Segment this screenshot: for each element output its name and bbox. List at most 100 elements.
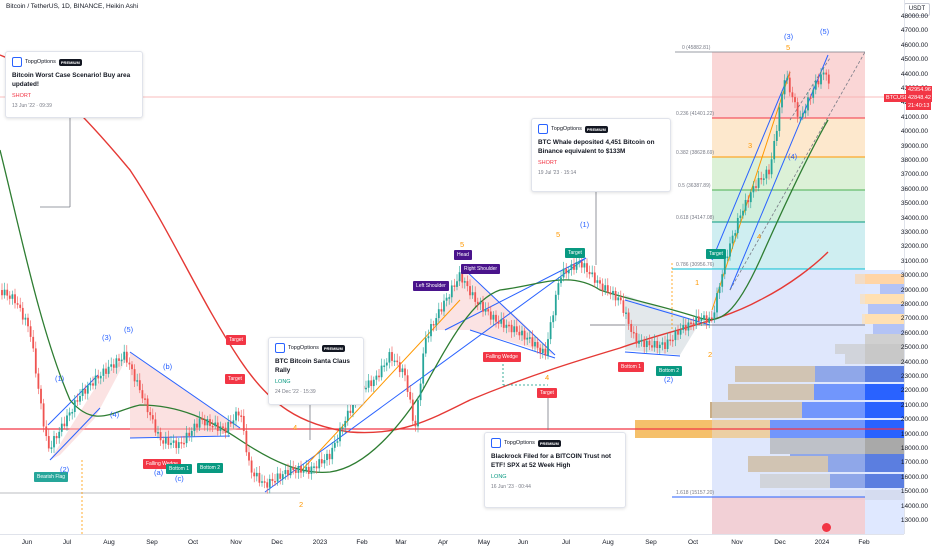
candle-body (372, 379, 375, 387)
tag-head[interactable]: Head (454, 250, 472, 260)
tag-target-1[interactable]: Target (226, 335, 246, 345)
candle-body (523, 330, 526, 340)
price-axis[interactable] (904, 0, 932, 534)
price-tick-label: 48000.00 (900, 13, 928, 20)
candle-body (333, 442, 336, 448)
candle-body (196, 423, 198, 428)
candle-body (526, 337, 529, 340)
premium-badge: PREMIUM (537, 439, 561, 447)
card-blackrock[interactable]: TopgOptions PREMIUM Blackrock Filed for a… (484, 432, 626, 508)
candle-body (289, 467, 292, 476)
fibonacci-retracement[interactable] (672, 51, 865, 534)
candle-body (695, 316, 698, 326)
candle-body (73, 400, 76, 413)
candle-body (315, 466, 318, 469)
candle-body (55, 436, 58, 439)
tag-target-4[interactable]: Target (537, 388, 557, 398)
candle-body (539, 347, 542, 353)
candle-body (593, 272, 596, 283)
candle-body (578, 261, 581, 264)
candle-body (466, 281, 469, 287)
candle-body (773, 140, 776, 160)
time-tick-label: Sep (146, 539, 158, 546)
second-price-badge: 42848.42 (906, 94, 932, 102)
wave-o4c: 4 (757, 232, 762, 241)
tag-falling-wedge-1[interactable]: Falling Wedge (143, 459, 181, 469)
tag-bottom-2a[interactable]: Bottom 2 (197, 463, 224, 473)
time-tick-label: Jun (21, 539, 33, 546)
candle-body (690, 322, 692, 324)
candle-body (154, 419, 157, 433)
candle-body (716, 293, 718, 313)
tag-target-2[interactable]: Target (225, 374, 245, 384)
card-date: 24 Dec '22 · 15:39 (275, 389, 316, 395)
fib-label-0: 0 (45882.81) (682, 45, 711, 51)
card-author: TopgOptions (288, 345, 319, 351)
card-santa-claus[interactable]: TopgOptions PREMIUM BTC Bitcoin Santa Cla… (268, 337, 364, 405)
time-tick-label: Oct (687, 539, 699, 546)
candle-body (424, 338, 427, 354)
tag-falling-wedge-2[interactable]: Falling Wedge (483, 352, 521, 362)
tag-left-shoulder[interactable]: Left Shoulder (413, 281, 449, 291)
card-direction: SHORT (538, 160, 558, 166)
candle-body (648, 340, 651, 346)
candle-body (284, 470, 287, 475)
bearish-flag-pattern[interactable] (47, 352, 130, 461)
tag-bottom-2b[interactable]: Bottom 2 (656, 366, 683, 376)
tag-target-5[interactable]: Target (706, 249, 726, 259)
price-tick-label: 44000.00 (900, 70, 928, 78)
candle-body (521, 330, 523, 336)
time-tick-label: Apr (437, 539, 449, 546)
falling-wedge-1[interactable] (129, 351, 241, 439)
candle-body (302, 470, 305, 473)
tag-bottom-1a[interactable]: Bottom 1 (166, 464, 193, 474)
price-tick-label: 16000.00 (900, 473, 928, 481)
candle-body (6, 289, 9, 296)
candle-body (58, 431, 61, 439)
candle-body (300, 466, 302, 473)
price-tick-label: 21000.00 (900, 401, 928, 409)
candle-body (188, 432, 191, 436)
tag-bottom-1b[interactable]: Bottom 1 (618, 362, 645, 372)
candle-body (45, 426, 48, 437)
candle-body (24, 317, 27, 320)
price-tick-label: 28000.00 (900, 301, 928, 308)
wave-c: (c) (175, 474, 184, 483)
card-worst-case[interactable]: TopgOptions PREMIUM Bitcoin Worst Case Sc… (5, 51, 143, 118)
price-tick-label: 25000.00 (900, 344, 928, 352)
candle-body (258, 472, 261, 483)
candle-body (463, 281, 466, 283)
price-tick-label: 36000.00 (900, 185, 928, 193)
candle-body (528, 337, 531, 339)
candle-body (541, 348, 544, 353)
card-author: TopgOptions (551, 126, 582, 132)
wave-o3b: 3 (748, 141, 753, 150)
card-direction: LONG (491, 474, 507, 480)
tag-bearish-flag[interactable]: Bearish Flag (34, 472, 69, 482)
tag-right-shoulder[interactable]: Right Shoulder (461, 264, 501, 274)
candle-body (157, 432, 159, 434)
candlesticks[interactable] (1, 67, 830, 494)
trend-lines[interactable] (264, 51, 866, 493)
tag-target-3[interactable]: Target (565, 248, 585, 258)
candle-body (318, 459, 321, 469)
price-tick-label: 47000.00 (900, 27, 928, 35)
countdown-badge: 21:40:13 (906, 102, 932, 110)
wave-5b: (5) (820, 27, 830, 36)
candle-body (105, 368, 107, 374)
time-tick-label: Dec (271, 539, 283, 546)
candle-body (562, 268, 565, 278)
time-axis[interactable] (0, 534, 904, 551)
candle-body (8, 295, 11, 299)
candle-body (211, 425, 214, 428)
candle-body (37, 373, 40, 389)
card-btc-whale[interactable]: TopgOptions PREMIUM BTC Whale deposited 4… (531, 118, 671, 192)
wave-4a: (4) (110, 410, 120, 419)
time-tick-label: Oct (187, 539, 199, 546)
candle-body (814, 80, 817, 90)
flag-icon[interactable] (822, 523, 831, 532)
candle-body (430, 324, 432, 337)
wave-o5b: 5 (556, 230, 561, 239)
candle-body (471, 292, 474, 296)
